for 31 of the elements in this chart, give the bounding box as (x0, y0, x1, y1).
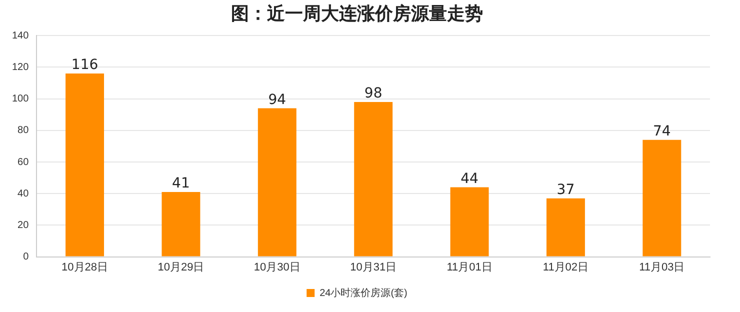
chart-title: 图：近一周大连涨价房源量走势 (231, 3, 483, 24)
bar (66, 74, 104, 256)
y-tick-label: 100 (12, 94, 30, 105)
legend-label: 24小时涨价房源(套) (320, 286, 408, 299)
y-tick-label: 20 (18, 220, 30, 231)
data-label: 37 (556, 182, 575, 198)
x-tick-label: 10月28日 (62, 261, 108, 274)
y-tick-label: 80 (18, 125, 30, 136)
x-tick-label: 10月31日 (350, 261, 397, 274)
x-tick-label: 11月02日 (542, 261, 589, 274)
bar (642, 140, 682, 256)
data-label: 41 (172, 176, 190, 192)
bar (546, 198, 585, 256)
data-label: 98 (364, 86, 382, 102)
bar (450, 187, 489, 256)
y-tick-label: 140 (12, 30, 30, 42)
data-label: 44 (460, 170, 479, 187)
data-label: 74 (652, 124, 671, 140)
y-tick-label: 60 (18, 156, 30, 168)
data-label: 94 (268, 92, 286, 108)
bar (258, 108, 296, 256)
x-tick-label: 11月03日 (639, 261, 685, 274)
x-tick-label: 10月29日 (158, 261, 204, 274)
y-tick-label: 0 (23, 252, 30, 263)
bar (162, 192, 200, 256)
x-tick-label: 11月01日 (446, 261, 492, 274)
bar (354, 102, 393, 256)
x-tick-label: 10月30日 (254, 261, 300, 274)
data-label: 116 (71, 57, 98, 74)
y-tick-label: 120 (12, 62, 30, 73)
y-tick-label: 40 (18, 188, 30, 200)
